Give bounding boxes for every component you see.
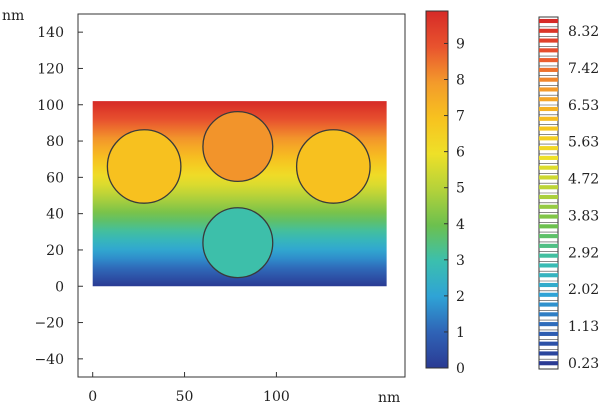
colorbar-1-tick-label: 7 xyxy=(456,109,465,125)
x-tick-label: 0 xyxy=(88,389,97,405)
circle-bottom-middle xyxy=(202,207,274,279)
colorbar-2-swatch xyxy=(539,106,558,112)
colorbar-2-swatch xyxy=(539,341,558,346)
colorbar-1-tick-label: 2 xyxy=(456,289,465,305)
colorbar-2-swatch xyxy=(539,136,558,141)
y-tick-label: 0 xyxy=(55,279,64,295)
colorbar-2-swatch xyxy=(539,185,558,190)
colorbar-2-swatch xyxy=(539,58,558,63)
colorbar-2-swatch xyxy=(539,38,558,43)
colorbar-2-label: 8.32 xyxy=(568,24,599,40)
y-tick-label: 140 xyxy=(37,25,64,41)
y-tick-label: 100 xyxy=(37,98,64,114)
colorbar-1-tick-label: 4 xyxy=(456,217,465,233)
colorbar-2-labels: 8.32 7.42 6.53 5.63 4.72 3.83 2.92 2.02 1.13 0.23 xyxy=(568,24,599,372)
colorbar-2-label: 4.72 xyxy=(568,172,599,188)
x-axis-label: nm xyxy=(378,390,400,406)
colorbar-2-swatch xyxy=(539,282,558,288)
colorbar-2-label: 2.92 xyxy=(568,245,599,261)
colorbar-2-swatch xyxy=(539,116,558,121)
colorbar-2-swatch xyxy=(539,331,558,336)
colorbar-2-swatch xyxy=(539,214,558,219)
colorbar-2-swatch xyxy=(539,253,558,258)
colorbar-2-swatch xyxy=(539,322,558,327)
colorbar-1-bar xyxy=(425,10,449,369)
colorbar-1-tick-label: 9 xyxy=(456,36,465,52)
colorbar-2-swatch xyxy=(539,224,558,229)
colorbar-2-swatch xyxy=(539,302,558,307)
colorbar-2-label: 0.23 xyxy=(568,356,599,372)
colorbar-2-swatch xyxy=(539,351,558,356)
y-axis: −40 −20 0 20 40 60 80 100 120 140 xyxy=(34,25,83,368)
colorbar-2-swatch xyxy=(539,87,558,92)
y-axis-label: nm xyxy=(2,8,24,24)
circle-top-middle xyxy=(202,110,274,183)
y-tick-label: 120 xyxy=(37,61,64,77)
y-tick-label: 20 xyxy=(46,243,64,259)
colorbar-1-tick-label: 0 xyxy=(456,361,465,377)
colorbar-2-swatch xyxy=(539,263,558,268)
y-tick-label: 80 xyxy=(46,134,64,150)
colorbar-1-tick-label: 1 xyxy=(456,325,465,341)
colorbar-1-tick-label: 8 xyxy=(456,73,465,89)
x-tick-label: 100 xyxy=(263,389,290,405)
colorbar-2-label: 1.13 xyxy=(568,319,599,335)
x-axis: 0 50 100 xyxy=(88,372,290,405)
colorbar-2-label: 2.02 xyxy=(568,282,599,298)
colorbar-2-swatch xyxy=(539,234,558,239)
x-tick-label: 50 xyxy=(176,389,194,405)
colorbar-2-swatch xyxy=(539,312,558,317)
colorbar-2-swatch xyxy=(539,361,558,366)
colorbar-2-swatch xyxy=(539,273,558,278)
circle-left xyxy=(106,129,182,204)
colorbar-2-swatch xyxy=(539,292,558,297)
colorbar-2-swatch xyxy=(539,18,558,24)
colorbar-2-swatch xyxy=(539,97,558,102)
y-tick-label: −40 xyxy=(34,352,64,368)
colorbar-2-swatch xyxy=(539,77,558,82)
colorbar-2-swatch xyxy=(539,126,558,131)
colorbar-2-swatch xyxy=(539,175,558,180)
y-tick-label: 60 xyxy=(46,170,64,186)
y-tick-label: −20 xyxy=(34,316,64,332)
colorbar-2-swatch xyxy=(539,194,558,200)
colorbar-2-swatch xyxy=(539,28,558,33)
colorbar-2-label: 6.53 xyxy=(568,98,599,114)
colorbar-2-label: 7.42 xyxy=(568,61,599,77)
colorbar-2-label: 5.63 xyxy=(568,135,599,151)
y-tick-label: 40 xyxy=(46,207,64,223)
colorbar-2-swatch xyxy=(539,48,558,53)
colorbar-2 xyxy=(538,16,559,370)
colorbar-2-swatch xyxy=(539,67,558,72)
colorbar-2-swatch xyxy=(539,204,558,209)
circle-right xyxy=(295,129,371,204)
colorbar-1-tick-label: 6 xyxy=(456,145,465,161)
colorbar-1-ticks: 0 1 2 3 4 5 6 7 8 9 xyxy=(444,36,465,377)
colorbar-1-tick-label: 3 xyxy=(456,253,465,269)
colorbar-2-swatch xyxy=(539,243,558,248)
colorbar-1-tick-label: 5 xyxy=(456,181,465,197)
circles xyxy=(106,110,371,279)
colorbar-2-swatch xyxy=(539,146,558,151)
colorbar-2-swatch xyxy=(539,165,558,170)
colorbar-2-swatch xyxy=(539,155,558,160)
colorbar-2-label: 3.83 xyxy=(568,208,599,224)
